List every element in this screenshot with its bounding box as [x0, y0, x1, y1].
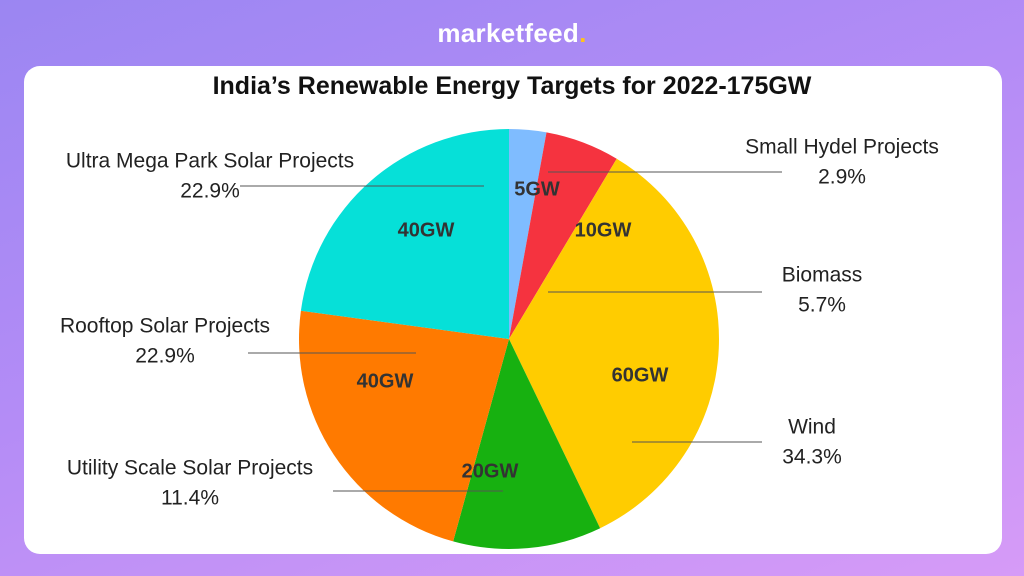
slice-value-biomass: 10GW: [575, 219, 632, 241]
slice-percent-rooftop-solar-projects: 22.9%: [135, 345, 195, 368]
slice-label-ultra-mega-park-solar-projects: Ultra Mega Park Solar Projects: [66, 150, 354, 173]
slice-label-rooftop-solar-projects: Rooftop Solar Projects: [60, 315, 270, 338]
slice-label-utility-scale-solar-projects: Utility Scale Solar Projects: [67, 457, 313, 480]
slice-value-ultra-mega-park-solar-projects: 40GW: [398, 219, 455, 241]
pie-slice-ultra-mega-park-solar-projects: [300, 129, 509, 339]
brand-name: marketfeed: [437, 18, 580, 48]
pie-slice-utility-scale-solar-projects: [453, 339, 601, 549]
brand-dot: .: [579, 18, 587, 48]
pie-slice-wind: [509, 158, 719, 529]
slice-value-wind: 60GW: [612, 364, 669, 386]
pie-slice-small-hydel-projects: [509, 129, 547, 339]
slice-percent-biomass: 5.7%: [798, 294, 846, 317]
slice-label-biomass: Biomass: [782, 264, 863, 287]
chart-title: India’s Renewable Energy Targets for 202…: [212, 72, 812, 100]
brand-logo: marketfeed.: [0, 18, 1024, 49]
slice-percent-ultra-mega-park-solar-projects: 22.9%: [180, 180, 240, 203]
slice-label-wind: Wind: [788, 416, 836, 439]
slice-percent-utility-scale-solar-projects: 11.4%: [161, 487, 219, 510]
slice-value-utility-scale-solar-projects: 20GW: [462, 460, 519, 482]
slice-percent-small-hydel-projects: 2.9%: [818, 166, 866, 189]
slice-label-small-hydel-projects: Small Hydel Projects: [745, 136, 939, 159]
slice-percent-wind: 34.3%: [782, 446, 842, 469]
slice-value-small-hydel-projects: 5GW: [514, 178, 560, 200]
slice-value-rooftop-solar-projects: 40GW: [357, 370, 414, 392]
pie-slice-biomass: [509, 132, 617, 339]
pie-slice-rooftop-solar-projects: [298, 310, 509, 542]
